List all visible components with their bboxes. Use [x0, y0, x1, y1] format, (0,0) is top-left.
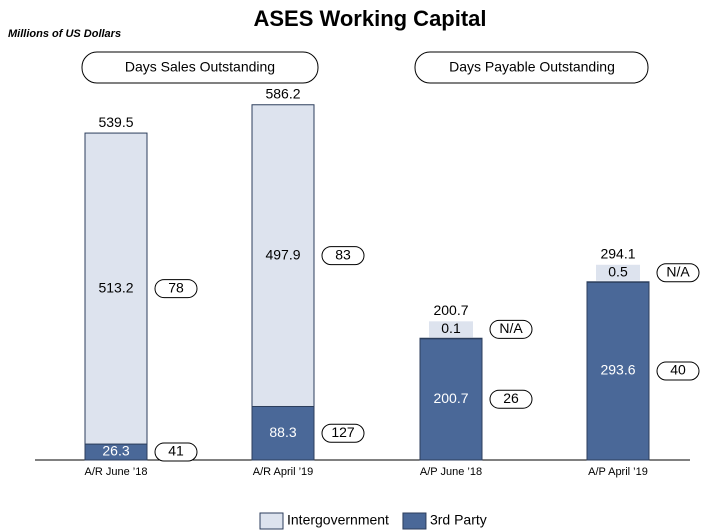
- value-label: 513.2: [98, 279, 133, 295]
- group-label: Days Payable Outstanding: [449, 59, 615, 75]
- bar-segment: [84, 132, 148, 445]
- total-label: 200.7: [433, 302, 468, 318]
- group-label: Days Sales Outstanding: [125, 59, 275, 75]
- days-label: 40: [670, 362, 686, 378]
- x-tick-label: A/P June ’18: [420, 466, 482, 478]
- group-pill: [414, 51, 649, 84]
- x-tick-label: A/P April ’19: [588, 466, 648, 478]
- legend-label: Intergovernment: [287, 512, 389, 528]
- bar-segment: [419, 337, 483, 340]
- days-label: 26: [503, 390, 519, 406]
- days-oval: [321, 423, 365, 443]
- days-oval: [154, 279, 198, 299]
- value-label: 0.1: [441, 320, 461, 336]
- legend-swatch: [402, 512, 427, 530]
- label-box: [429, 321, 473, 338]
- value-label: 0.5: [608, 263, 628, 279]
- x-tick-label: A/R June ’18: [85, 466, 148, 478]
- days-oval: [656, 361, 700, 381]
- bar-segment: [586, 281, 650, 461]
- label-box: [596, 264, 640, 281]
- chart-title: ASES Working Capital: [253, 6, 486, 31]
- days-oval: [489, 319, 533, 339]
- days-label: 78: [168, 279, 184, 295]
- days-oval: [154, 442, 198, 462]
- value-label: 497.9: [265, 246, 300, 262]
- days-oval: [489, 389, 533, 409]
- x-tick-label: A/R April ’19: [253, 466, 314, 478]
- value-label: 293.6: [600, 362, 635, 378]
- legend-label: 3rd Party: [430, 512, 487, 528]
- total-label: 539.5: [98, 114, 133, 130]
- days-label: N/A: [666, 263, 690, 279]
- days-label: N/A: [499, 320, 523, 336]
- days-oval: [656, 263, 700, 283]
- value-label: 200.7: [433, 390, 468, 406]
- legend-swatch: [259, 512, 284, 530]
- bar-segment: [251, 104, 315, 407]
- total-label: 294.1: [600, 245, 635, 261]
- group-pill: [81, 51, 319, 84]
- subtitle: Millions of US Dollars: [8, 28, 121, 40]
- bar-segment: [251, 405, 315, 461]
- days-label: 41: [168, 443, 184, 459]
- total-label: 586.2: [265, 85, 300, 101]
- bar-segment: [586, 281, 650, 283]
- value-label: 88.3: [269, 424, 296, 440]
- days-label: 127: [331, 424, 355, 440]
- days-oval: [321, 246, 365, 266]
- days-label: 83: [335, 246, 351, 262]
- value-label: 26.3: [102, 443, 129, 459]
